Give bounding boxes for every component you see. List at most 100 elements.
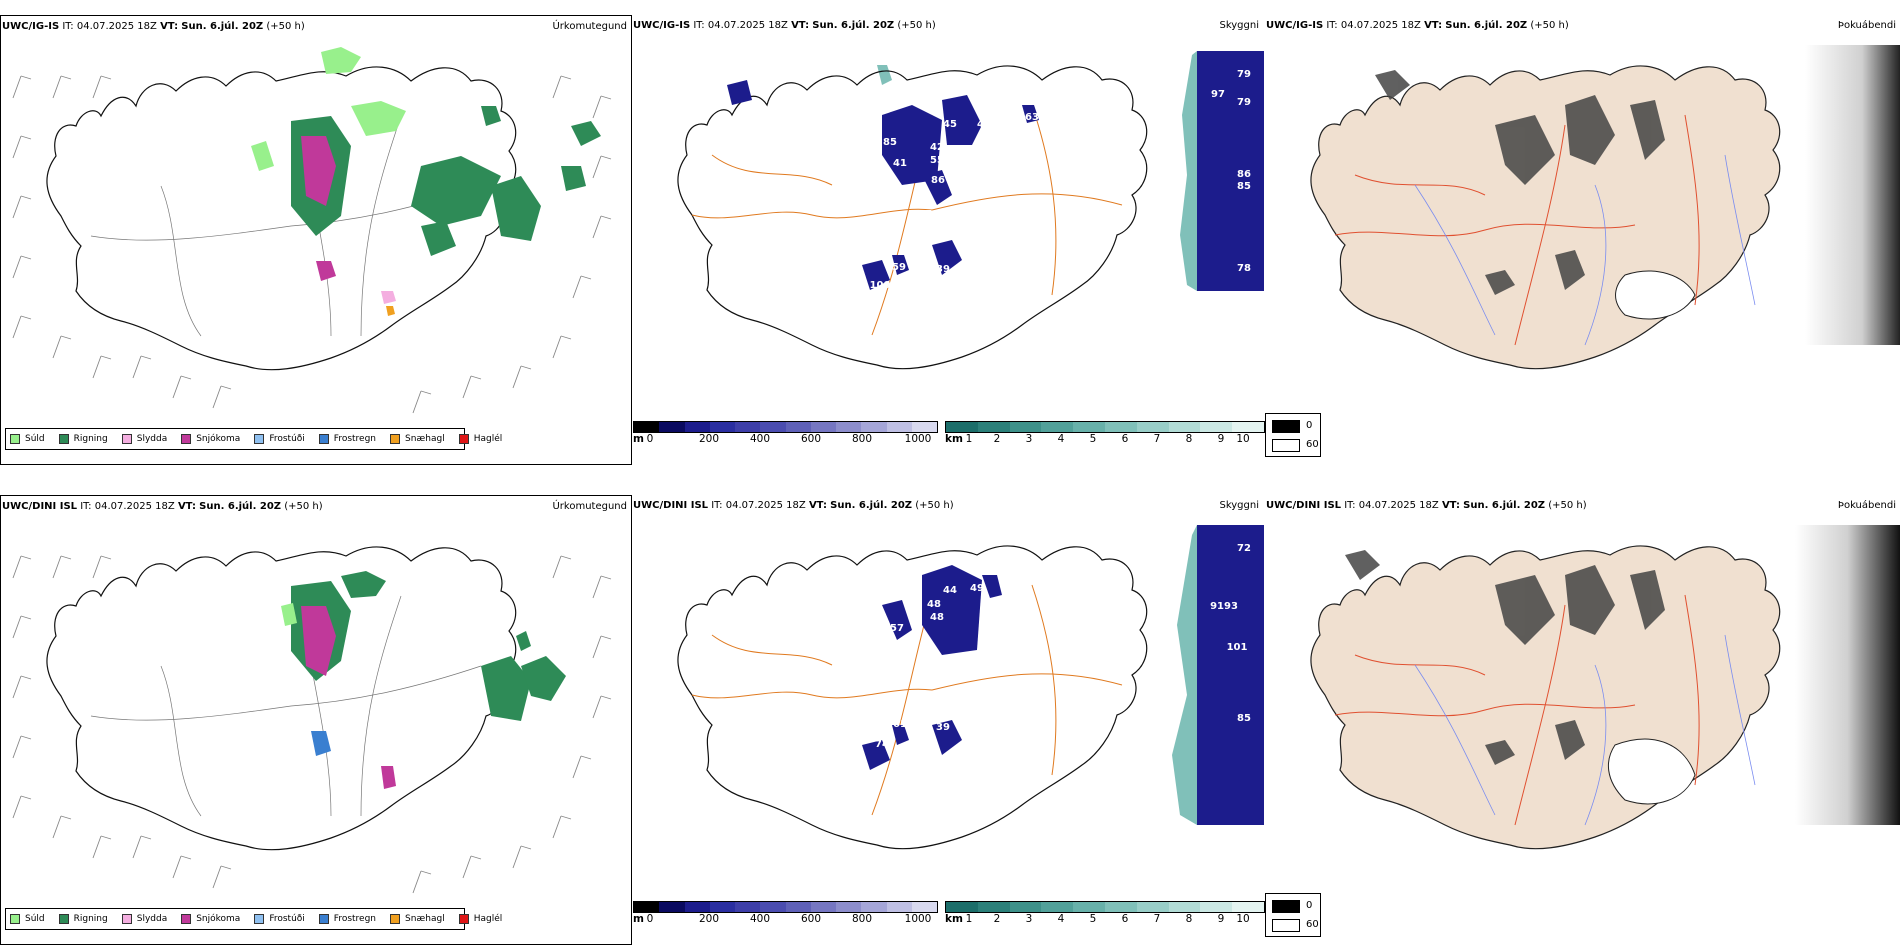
panel-title: UWC/DINI ISL IT: 04.07.2025 18Z VT: Sun.… bbox=[2, 501, 323, 512]
svg-text:55: 55 bbox=[930, 155, 944, 166]
cloud-numbers: 79 97 79 86 85 78 45 44 42 85 55 41 86 6… bbox=[870, 69, 1251, 291]
svg-text:79: 79 bbox=[1237, 69, 1251, 80]
visibility-ticks: 1 2 3 4 5 6 7 8 9 10 bbox=[965, 913, 1250, 925]
forecast-row-2: UWC/DINI ISL IT: 04.07.2025 18Z VT: Sun.… bbox=[0, 480, 1900, 950]
wind-barbs bbox=[12, 75, 612, 414]
svg-text:63: 63 bbox=[1025, 112, 1039, 123]
cloudbase-colorbar bbox=[633, 901, 938, 913]
fog-areas bbox=[1345, 550, 1665, 765]
svg-text:49: 49 bbox=[970, 583, 984, 594]
precip-legend: Súld Rigning Slydda Snjókoma Frostúði Fr… bbox=[5, 428, 502, 450]
fog-indicator-panel: UWC/IG-IS IT: 04.07.2025 18Z VT: Sun. 6.… bbox=[1265, 15, 1900, 465]
cloud-areas bbox=[862, 565, 1002, 770]
cloud-numbers: 72 9193 101 85 48 44 49 48 57 53 76 61 7… bbox=[875, 543, 1251, 750]
fog-legend: 0 60 bbox=[1265, 893, 1321, 937]
panel-title: UWC/IG-IS IT: 04.07.2025 18Z VT: Sun. 6.… bbox=[633, 20, 936, 31]
svg-text:45: 45 bbox=[943, 119, 957, 130]
legend-swatch bbox=[390, 914, 401, 924]
legend-item: Snjókoma bbox=[181, 434, 240, 444]
variable-name: Þokuábendi bbox=[1837, 500, 1896, 511]
rivers bbox=[1414, 154, 1756, 346]
svg-text:53: 53 bbox=[883, 647, 897, 658]
cloud-visibility-panel: UWC/IG-IS IT: 04.07.2025 18Z VT: Sun. 6.… bbox=[632, 15, 1264, 465]
svg-text:74: 74 bbox=[875, 739, 889, 750]
svg-text:57: 57 bbox=[890, 623, 904, 634]
cloudbase-colorbar bbox=[633, 421, 938, 433]
precip-type-panel: UWC/DINI ISL IT: 04.07.2025 18Z VT: Sun.… bbox=[0, 495, 632, 945]
rivers bbox=[1414, 634, 1756, 826]
visibility-ticks: 1 2 3 4 5 6 7 8 9 10 bbox=[965, 433, 1250, 445]
legend-item: Snæhagl bbox=[390, 434, 445, 444]
svg-text:44: 44 bbox=[943, 585, 957, 596]
svg-text:61: 61 bbox=[893, 719, 907, 730]
svg-text:85: 85 bbox=[883, 137, 897, 148]
legend-swatch bbox=[254, 914, 265, 924]
cloud-visibility-panel: UWC/DINI ISL IT: 04.07.2025 18Z VT: Sun.… bbox=[632, 495, 1264, 945]
legend-item: Slydda bbox=[121, 914, 167, 924]
variable-name: Þokuábendi bbox=[1837, 20, 1896, 31]
fog-swatch bbox=[1272, 439, 1300, 452]
svg-text:97: 97 bbox=[1211, 89, 1225, 100]
cloudbase-ticks: 0 200 400 600 800 1000 bbox=[646, 433, 932, 445]
svg-text:101: 101 bbox=[1227, 642, 1248, 653]
svg-text:100: 100 bbox=[1010, 739, 1031, 750]
legend-swatch bbox=[58, 434, 69, 444]
svg-text:42: 42 bbox=[930, 142, 944, 153]
legend-item: Frostregn bbox=[318, 434, 376, 444]
legend-swatch bbox=[121, 434, 132, 444]
fog-map bbox=[1310, 45, 1900, 370]
legend-swatch bbox=[254, 434, 265, 444]
svg-text:41: 41 bbox=[893, 158, 907, 169]
svg-text:76: 76 bbox=[925, 669, 939, 680]
svg-text:48: 48 bbox=[927, 599, 941, 610]
svg-text:44: 44 bbox=[977, 119, 991, 130]
cloudbase-unit: m bbox=[633, 433, 644, 445]
legend-item: Slydda bbox=[121, 434, 167, 444]
svg-text:79: 79 bbox=[1237, 97, 1251, 108]
svg-text:85: 85 bbox=[1237, 181, 1251, 192]
svg-text:39: 39 bbox=[936, 722, 950, 733]
visibility-unit: km bbox=[945, 433, 963, 445]
svg-text:86: 86 bbox=[931, 175, 945, 186]
cloud-map: 79 97 79 86 85 78 45 44 42 85 55 41 86 6… bbox=[677, 51, 1264, 370]
svg-text:48: 48 bbox=[930, 612, 944, 623]
fog-map bbox=[1310, 525, 1900, 850]
variable-name: Skyggni bbox=[1219, 500, 1259, 511]
precip-areas bbox=[251, 47, 601, 316]
fog-indicator-panel: UWC/DINI ISL IT: 04.07.2025 18Z VT: Sun.… bbox=[1265, 495, 1900, 945]
legend-item: Snjókoma bbox=[181, 914, 240, 924]
cloud-areas bbox=[727, 80, 1039, 290]
legend-swatch bbox=[10, 914, 20, 924]
panel-title: UWC/DINI ISL IT: 04.07.2025 18Z VT: Sun.… bbox=[1266, 500, 1587, 511]
legend-item: Frostúði bbox=[254, 914, 305, 924]
legend-item: Frostregn bbox=[318, 914, 376, 924]
roads bbox=[90, 595, 482, 817]
legend-item: Súld bbox=[10, 434, 45, 444]
panel-title: UWC/IG-IS IT: 04.07.2025 18Z VT: Sun. 6.… bbox=[1266, 20, 1569, 31]
svg-text:59: 59 bbox=[892, 262, 906, 273]
legend-item: Rigning bbox=[58, 434, 108, 444]
cloudbase-unit: m bbox=[633, 913, 644, 925]
cloudbase-ticks: 0 200 400 600 800 1000 bbox=[646, 913, 932, 925]
fog-legend: 0 60 bbox=[1265, 413, 1321, 457]
cloud-map: 72 9193 101 85 48 44 49 48 57 53 76 61 7… bbox=[677, 525, 1264, 850]
forecast-row-1: UWC/IG-IS IT: 04.07.2025 18Z VT: Sun. 6.… bbox=[0, 0, 1900, 470]
fog-swatch bbox=[1272, 900, 1300, 913]
fog-swatch bbox=[1272, 919, 1300, 932]
precip-map bbox=[12, 47, 612, 414]
legend-swatch bbox=[458, 914, 469, 924]
legend-item: Frostúði bbox=[254, 434, 305, 444]
roads bbox=[691, 584, 1123, 816]
svg-text:72: 72 bbox=[1237, 543, 1251, 554]
variable-name: Úrkomutegund bbox=[552, 501, 627, 512]
svg-text:86: 86 bbox=[1237, 169, 1251, 180]
roads bbox=[1334, 594, 1700, 826]
svg-text:78: 78 bbox=[1237, 263, 1251, 274]
svg-text:9193: 9193 bbox=[1210, 601, 1238, 612]
legend-item: Haglél bbox=[458, 434, 502, 444]
legend-swatch bbox=[10, 434, 20, 444]
precip-map bbox=[12, 546, 612, 894]
legend-swatch bbox=[318, 434, 329, 444]
variable-name: Úrkomutegund bbox=[552, 21, 627, 32]
fog-areas bbox=[1375, 70, 1665, 295]
